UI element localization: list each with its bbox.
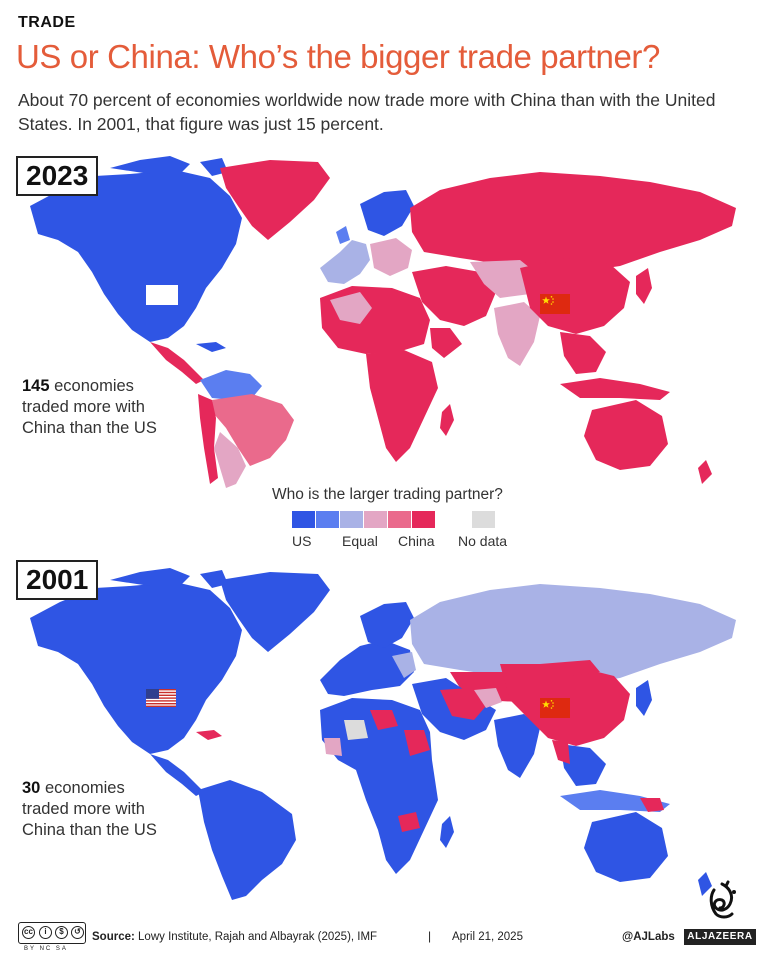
license-text: BY NC SA <box>24 946 68 952</box>
new-zealand <box>698 872 712 896</box>
year-badge-2001: 2001 <box>16 560 99 600</box>
zambia <box>398 812 420 832</box>
us-flag-placeholder <box>146 285 178 305</box>
legend-label-china: China <box>398 533 435 549</box>
europe-east <box>370 238 412 276</box>
south-america-north <box>200 370 262 400</box>
footer-separator: | <box>428 929 432 943</box>
legend-swatch-equal-us <box>340 511 363 528</box>
year-badge-2023: 2023 <box>16 156 99 196</box>
legend-title: Who is the larger trading partner? <box>272 486 503 503</box>
mongolia <box>540 660 600 676</box>
stat-number-2023: 145 <box>22 377 50 395</box>
cuba <box>196 730 222 740</box>
europe-east-equal <box>392 652 416 678</box>
legend-swatch-us-strong <box>292 511 315 528</box>
madagascar <box>440 816 454 848</box>
arctic-islands <box>110 156 228 176</box>
madagascar <box>440 404 454 436</box>
europe-north <box>360 190 414 236</box>
south-america-brazil <box>212 394 294 466</box>
us-flag-icon <box>146 689 176 707</box>
papua <box>640 798 664 812</box>
arctic-islands <box>110 568 228 588</box>
south-america <box>198 780 296 900</box>
kicker: TRADE <box>18 14 76 31</box>
aljazeera-logo-icon <box>709 880 736 919</box>
publish-date: April 21, 2025 <box>452 931 523 943</box>
stat-line1-2023: economies <box>49 377 134 395</box>
creative-commons-icon: cc i $ ↺ <box>18 922 86 944</box>
sudan <box>404 730 430 756</box>
stat-2023: 145 economies traded more with China tha… <box>22 376 157 439</box>
china-flag-icon <box>540 698 570 718</box>
middle-east <box>412 266 496 326</box>
africa-horn <box>430 328 462 358</box>
europe-west <box>320 240 370 284</box>
stat-2001: 30 economies traded more with China than… <box>22 778 157 841</box>
stat-line2-2001: traded more with <box>22 800 145 818</box>
china-flag-icon <box>540 294 570 314</box>
greenland <box>220 160 330 240</box>
australia <box>584 400 668 470</box>
africa-west-equal <box>324 738 342 756</box>
north-america <box>30 582 242 754</box>
southeast-asia <box>560 332 606 374</box>
africa-nodata <box>344 720 368 740</box>
central-america <box>150 754 204 796</box>
source-text: Lowy Institute, Rajah and Albayrak (2025… <box>134 931 378 943</box>
legend-swatch-us <box>316 511 339 528</box>
myanmar <box>552 740 570 764</box>
japan-korea <box>636 680 652 716</box>
libya <box>370 710 398 730</box>
source-line: Source: Lowy Institute, Rajah and Albayr… <box>92 931 377 943</box>
russia <box>410 584 736 684</box>
social-handle: @AJLabs <box>622 931 675 943</box>
map-2023 <box>30 156 736 488</box>
africa-north <box>320 286 430 354</box>
europe-north <box>360 602 414 648</box>
legend-swatches <box>292 511 436 528</box>
legend-label-us: US <box>292 533 312 549</box>
india <box>494 302 540 366</box>
caribbean <box>196 342 226 352</box>
new-zealand <box>698 460 712 484</box>
aljazeera-wordmark: ALJAZEERA <box>684 929 756 945</box>
southeast-asia <box>560 744 606 786</box>
legend-swatch-equal-china <box>364 511 387 528</box>
legend-swatch-china <box>388 511 411 528</box>
footer: cc i $ ↺ BY NC SA Source: Lowy Institute… <box>0 922 770 962</box>
africa-south <box>366 350 438 462</box>
legend-swatch-china-strong <box>412 511 435 528</box>
indonesia <box>560 790 670 812</box>
south-america-south <box>214 432 246 488</box>
legend-label-equal: Equal <box>342 533 378 549</box>
iran-pakistan <box>440 688 486 720</box>
legend-label-nodata: No data <box>458 533 508 549</box>
source-label: Source: <box>92 931 135 943</box>
north-america <box>30 170 242 342</box>
europe <box>320 640 414 696</box>
stat-line2-2023: traded more with <box>22 398 145 416</box>
india <box>494 714 540 778</box>
africa-northwest <box>330 292 372 324</box>
central-america <box>150 342 204 384</box>
australia <box>584 812 668 882</box>
subtitle: About 70 percent of economies worldwide … <box>18 90 716 134</box>
greenland <box>220 572 330 652</box>
indonesia <box>560 378 670 400</box>
afghanistan <box>474 688 502 708</box>
china <box>520 258 630 334</box>
stat-line1-2001: economies <box>40 779 125 797</box>
map-2001 <box>30 568 736 900</box>
peru-chile <box>198 394 218 484</box>
page-title: US or China: Who’s the bigger trade part… <box>16 38 660 75</box>
japan-korea <box>636 268 652 304</box>
uk-ireland <box>336 226 350 244</box>
stat-line3-2023: China than the US <box>22 419 157 437</box>
legend-swatch-nodata <box>472 511 495 528</box>
stat-number-2001: 30 <box>22 779 41 797</box>
russia <box>410 172 736 272</box>
stat-line3-2001: China than the US <box>22 821 157 839</box>
